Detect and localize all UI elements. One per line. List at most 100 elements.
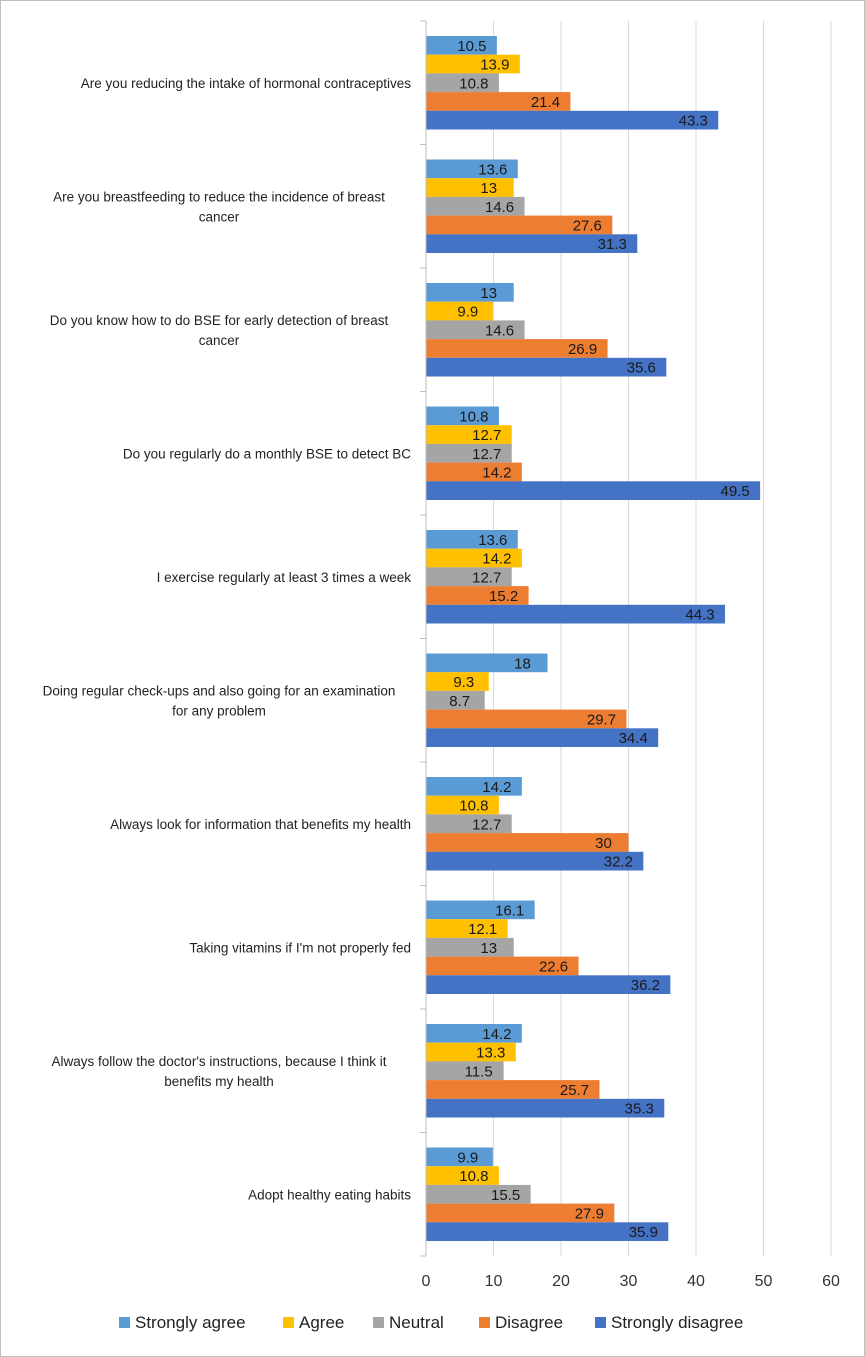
category-label: for any problem — [172, 703, 266, 718]
bar-disagree — [426, 339, 608, 358]
bar-neutral — [426, 814, 512, 834]
bar-disagree — [426, 709, 627, 729]
legend: Strongly agree Agree Neutral Disagree Strong… — [119, 1313, 743, 1332]
bar-strongly-agree — [426, 159, 518, 179]
bar-neutral — [426, 320, 525, 340]
data-label-agree: 13.3 — [476, 1045, 505, 1062]
data-label-neutral: 11.5 — [465, 1063, 493, 1080]
bar-agree — [426, 919, 508, 938]
data-label-disagree: 30 — [595, 835, 612, 852]
data-label-agree: 13 — [480, 180, 497, 197]
category-label: cancer — [199, 333, 240, 348]
data-label-strongly-disagree: 43.3 — [679, 113, 708, 130]
data-label-neutral: 10.8 — [459, 75, 488, 92]
bar-disagree — [426, 586, 529, 605]
category-label: Do you regularly do a monthly BSE to det… — [123, 446, 411, 461]
data-label-strongly-agree: 14.2 — [482, 1026, 511, 1043]
legend-swatch-strongly-disagree — [595, 1317, 606, 1328]
bar-strongly-disagree — [426, 728, 659, 747]
legend-swatch-agree — [283, 1317, 294, 1328]
data-label-disagree: 22.6 — [539, 958, 568, 975]
data-label-disagree: 21.4 — [531, 94, 560, 111]
bar-disagree — [426, 1203, 615, 1223]
bar-strongly-disagree — [426, 357, 667, 377]
bar-strongly-agree — [426, 900, 535, 920]
data-label-agree: 12.1 — [468, 921, 497, 938]
category-label: benefits my health — [164, 1074, 274, 1089]
data-label-agree: 10.8 — [459, 798, 488, 815]
category-label: Doing regular check-ups and also going f… — [43, 683, 396, 698]
category-label: cancer — [199, 209, 240, 224]
bar-disagree — [426, 462, 522, 482]
data-label-strongly-disagree: 36.2 — [631, 977, 660, 994]
data-label-strongly-disagree: 44.3 — [685, 607, 714, 624]
legend-swatch-disagree — [479, 1317, 490, 1328]
bar-agree — [426, 1042, 516, 1062]
gridlines — [493, 21, 832, 1256]
data-label-neutral: 8.7 — [449, 693, 470, 710]
legend-swatch-strongly-agree — [119, 1317, 130, 1328]
data-label-strongly-disagree: 31.3 — [598, 236, 627, 253]
x-tick-label: 10 — [485, 1273, 503, 1290]
data-label-strongly-agree: 10.8 — [459, 408, 488, 425]
legend-label-strongly-agree: Strongly agree — [135, 1313, 246, 1332]
data-label-strongly-agree: 13.6 — [478, 532, 507, 549]
bar-agree — [426, 672, 489, 691]
bar-agree — [426, 301, 493, 321]
data-label-strongly-disagree: 35.3 — [625, 1101, 654, 1118]
bar-neutral — [426, 567, 512, 587]
x-tick-label: 30 — [620, 1273, 638, 1290]
category-label: Always look for information that benefit… — [110, 817, 411, 832]
data-label-strongly-agree: 10.5 — [457, 38, 486, 55]
data-label-disagree: 14.2 — [482, 464, 511, 481]
data-label-strongly-agree: 13.6 — [478, 161, 507, 178]
bar-neutral — [426, 73, 499, 93]
bar-strongly-disagree — [426, 110, 719, 130]
data-label-disagree: 26.9 — [568, 341, 597, 358]
category-label: Are you breastfeeding to reduce the inci… — [53, 189, 385, 204]
data-label-neutral: 15.5 — [491, 1187, 520, 1204]
x-tick-label: 20 — [552, 1273, 570, 1290]
category-label: Always follow the doctor's instructions,… — [52, 1054, 387, 1069]
data-label-strongly-agree: 18 — [514, 655, 531, 672]
bar-strongly-agree — [426, 406, 499, 426]
data-label-neutral: 14.6 — [485, 199, 514, 216]
bar-strongly-disagree — [426, 234, 638, 253]
legend-swatch-neutral — [373, 1317, 384, 1328]
bar-neutral — [426, 1061, 504, 1081]
data-label-strongly-disagree: 49.5 — [721, 483, 750, 500]
data-label-strongly-disagree: 32.2 — [604, 854, 633, 871]
data-label-neutral: 13 — [480, 940, 497, 957]
x-tick-label: 60 — [822, 1273, 840, 1290]
bar-strongly-agree — [426, 1147, 493, 1167]
bar-neutral — [426, 937, 514, 957]
data-label-strongly-agree: 14.2 — [482, 779, 511, 796]
category-label: Adopt healthy eating habits — [248, 1187, 411, 1202]
bar-strongly-disagree — [426, 481, 761, 500]
bar-disagree — [426, 833, 629, 852]
bar-strongly-disagree — [426, 1098, 665, 1118]
data-label-neutral: 12.7 — [472, 569, 501, 586]
data-label-disagree: 27.9 — [575, 1205, 604, 1222]
bar-agree — [426, 795, 499, 815]
bar-strongly-agree — [426, 1024, 522, 1043]
bar-strongly-agree — [426, 653, 548, 673]
bar-strongly-disagree — [426, 604, 726, 624]
bar-disagree — [426, 956, 579, 976]
legend-label-neutral: Neutral — [389, 1313, 444, 1332]
bar-neutral — [426, 196, 525, 216]
bar-disagree — [426, 215, 613, 235]
data-label-strongly-disagree: 35.6 — [627, 360, 656, 377]
data-label-agree: 14.2 — [482, 551, 511, 568]
bar-neutral — [426, 690, 485, 710]
data-label-agree: 9.9 — [457, 304, 478, 321]
bar-strongly-agree — [426, 283, 514, 302]
data-label-agree: 9.3 — [453, 674, 474, 691]
bar-strongly-disagree — [426, 975, 671, 994]
bar-agree — [426, 178, 514, 197]
legend-label-disagree: Disagree — [495, 1313, 563, 1332]
legend-label-strongly-disagree: Strongly disagree — [611, 1313, 743, 1332]
data-label-strongly-agree: 16.1 — [495, 902, 524, 919]
bar-agree — [426, 425, 512, 444]
bar-strongly-agree — [426, 777, 522, 796]
